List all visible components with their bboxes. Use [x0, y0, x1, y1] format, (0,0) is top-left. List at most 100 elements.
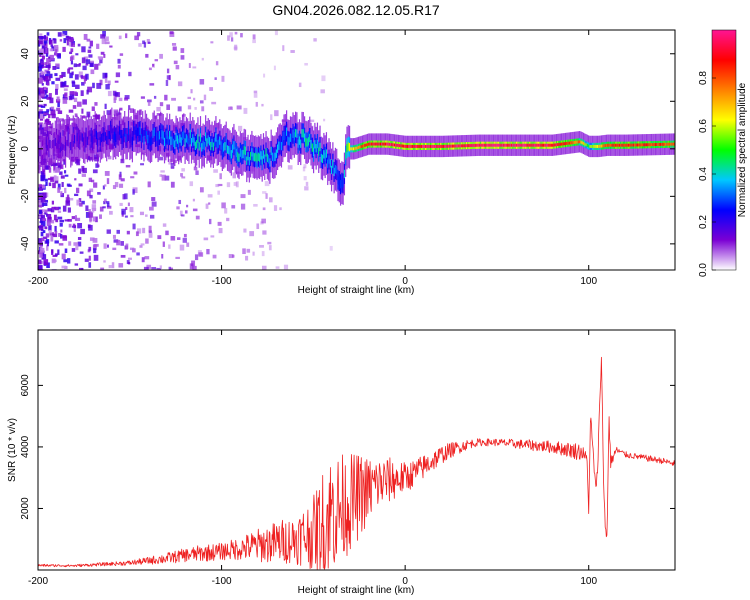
noise-cell: [274, 30, 278, 36]
noise-cell: [270, 114, 273, 121]
noise-cell: [89, 216, 93, 222]
noise-cell: [68, 36, 71, 40]
ridge-core: [283, 131, 285, 140]
ridge-core: [82, 137, 85, 146]
ridge-core: [116, 130, 118, 139]
ridge-core: [143, 135, 145, 145]
noise-cell: [253, 90, 258, 94]
noise-cell: [64, 174, 69, 177]
noise-cell: [106, 244, 109, 248]
ridge-core: [652, 143, 654, 147]
ridge-core: [108, 130, 110, 140]
ridge-core: [585, 143, 587, 147]
ridge-core: [243, 146, 245, 155]
ridge-core: [481, 143, 483, 147]
noise-cell: [81, 108, 84, 114]
ridge-core: [483, 143, 486, 147]
ridge-core: [354, 147, 356, 151]
noise-cell: [58, 206, 61, 210]
noise-cell: [40, 197, 46, 203]
ridge-core: [345, 151, 347, 160]
noise-cell: [42, 209, 45, 212]
ridge-core: [75, 135, 77, 145]
noise-cell: [39, 160, 42, 164]
ridge-core: [203, 141, 205, 151]
noise-cell: [50, 109, 56, 116]
ridge-core: [88, 131, 90, 140]
ridge-core: [61, 142, 63, 151]
noise-cell: [75, 217, 81, 222]
ridge-core: [659, 142, 662, 146]
noise-cell: [38, 200, 42, 204]
ridge-core: [456, 144, 459, 148]
ridge-core: [266, 153, 268, 163]
ridge-core: [377, 142, 379, 146]
noise-cell: [125, 243, 129, 250]
ridge-core: [545, 143, 547, 147]
ridge-core: [603, 144, 605, 148]
noise-cell: [265, 193, 268, 199]
noise-cell: [109, 45, 113, 48]
ridge-core: [564, 142, 567, 146]
noise-cell: [61, 265, 67, 269]
noise-cell: [215, 61, 219, 66]
noise-cell: [45, 79, 50, 86]
noise-cell: [70, 40, 73, 47]
ridge-core: [656, 143, 658, 146]
noise-cell: [113, 98, 117, 103]
figure-title: GN04.2026.082.12.05.R17: [272, 2, 440, 18]
ridge-core: [373, 142, 375, 146]
noise-cell: [122, 194, 126, 200]
noise-cell: [180, 48, 185, 53]
noise-cell: [62, 98, 68, 104]
noise-cell: [88, 255, 91, 261]
noise-cell: [51, 249, 54, 255]
noise-cell: [273, 65, 276, 71]
noise-cell: [64, 170, 67, 174]
ridge-core: [516, 143, 518, 147]
ridge-core: [225, 138, 227, 148]
ridge-core: [188, 138, 190, 147]
noise-cell: [61, 182, 64, 188]
ridge-core: [136, 127, 139, 137]
ridge-core: [361, 144, 364, 148]
noise-cell: [183, 233, 187, 238]
spectrogram-y-label: Frequency (Hz): [7, 116, 18, 185]
ridge-core: [455, 144, 457, 148]
noise-cell: [39, 72, 45, 78]
noise-cell: [63, 259, 68, 263]
ridge-core: [643, 143, 645, 147]
noise-cell: [40, 36, 44, 40]
ridge-core: [587, 144, 590, 148]
noise-cell: [59, 39, 63, 42]
noise-cell: [38, 127, 41, 131]
ridge-core: [90, 133, 92, 142]
ridge-core: [491, 143, 493, 147]
noise-cell: [43, 71, 47, 75]
ridge-core: [501, 143, 504, 147]
noise-cell: [75, 53, 79, 56]
ridge-core: [330, 165, 333, 175]
noise-cell: [95, 163, 99, 168]
noise-cell: [112, 247, 117, 251]
ridge-core: [423, 144, 425, 148]
noise-cell: [284, 123, 288, 128]
noise-cell: [50, 44, 54, 47]
noise-cell: [94, 156, 100, 162]
noise-cell: [162, 241, 165, 247]
y-tick-label: 0: [20, 146, 31, 152]
noise-cell: [104, 36, 109, 42]
noise-cell: [55, 99, 61, 103]
noise-cell: [40, 58, 43, 61]
noise-cell: [151, 267, 157, 270]
noise-cell: [103, 243, 107, 249]
ridge-core: [190, 137, 193, 147]
ridge-core: [214, 137, 216, 147]
noise-cell: [135, 231, 139, 237]
noise-cell: [304, 62, 308, 66]
noise-cell: [46, 245, 49, 251]
ridge-core: [438, 144, 441, 148]
colorbar-tick-label: 0.4: [698, 167, 709, 181]
ridge-core: [232, 144, 234, 153]
ridge-core: [115, 133, 117, 142]
